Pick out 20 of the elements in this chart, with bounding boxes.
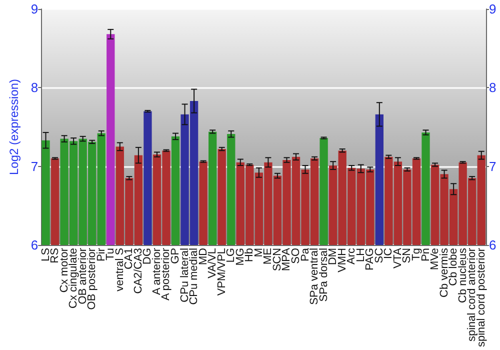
x-tick-label: Arc <box>346 247 358 264</box>
y2-tick-label: 6 <box>489 237 496 252</box>
x-tick-label: IC <box>382 248 395 259</box>
x-tick-label: GP <box>170 248 182 264</box>
x-tick-label: A posterior <box>160 248 172 301</box>
x-tick-label: SC <box>373 248 386 264</box>
x-tick-label: RS <box>49 248 62 264</box>
y-tick-label: 6 <box>30 237 38 252</box>
y-tick-label: 9 <box>30 2 38 16</box>
x-tick-label: SPa dorsal <box>318 248 330 302</box>
y-axis-title: Log2 (expression) <box>7 78 21 176</box>
x-tick-label: OB anterior <box>76 248 89 304</box>
y2-tick-label: 7 <box>489 158 496 174</box>
x-tick-label: CPu medial <box>188 248 200 305</box>
x-tick-label: SCN <box>271 248 284 272</box>
y-tick-label: 7 <box>30 158 38 174</box>
y-tick-label: 8 <box>30 80 38 96</box>
x-tick-label: MVe <box>429 248 442 270</box>
y2-tick-label: 8 <box>489 80 496 96</box>
y2-tick-label: 9 <box>489 2 496 16</box>
